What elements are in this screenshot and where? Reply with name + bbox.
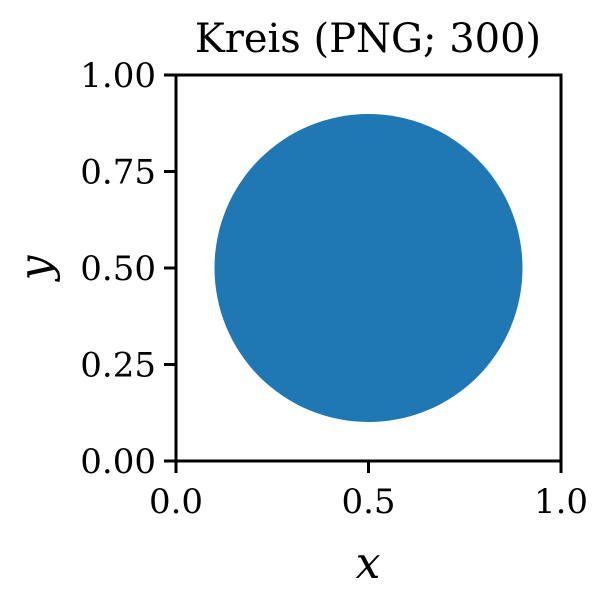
- circle-shape: [214, 114, 523, 422]
- y-tick-label: 0.25: [80, 346, 156, 386]
- chart-title: Kreis (PNG; 300): [195, 16, 541, 62]
- x-axis-label: x: [356, 538, 381, 589]
- x-tick-label: 0.5: [341, 482, 395, 522]
- y-tick-label: 0.50: [80, 249, 156, 289]
- y-axis: 0.00 0.25 0.50 0.75 1.00: [80, 56, 176, 482]
- y-tick-label: 0.00: [80, 442, 156, 482]
- x-tick-label: 1.0: [534, 482, 588, 522]
- y-tick-label: 0.75: [80, 153, 156, 193]
- plot-area: [214, 114, 523, 422]
- y-tick-label: 1.00: [80, 56, 156, 96]
- y-axis-label: y: [10, 254, 61, 282]
- x-axis: 0.0 0.5 1.0: [149, 461, 588, 522]
- x-tick-label: 0.0: [149, 482, 203, 522]
